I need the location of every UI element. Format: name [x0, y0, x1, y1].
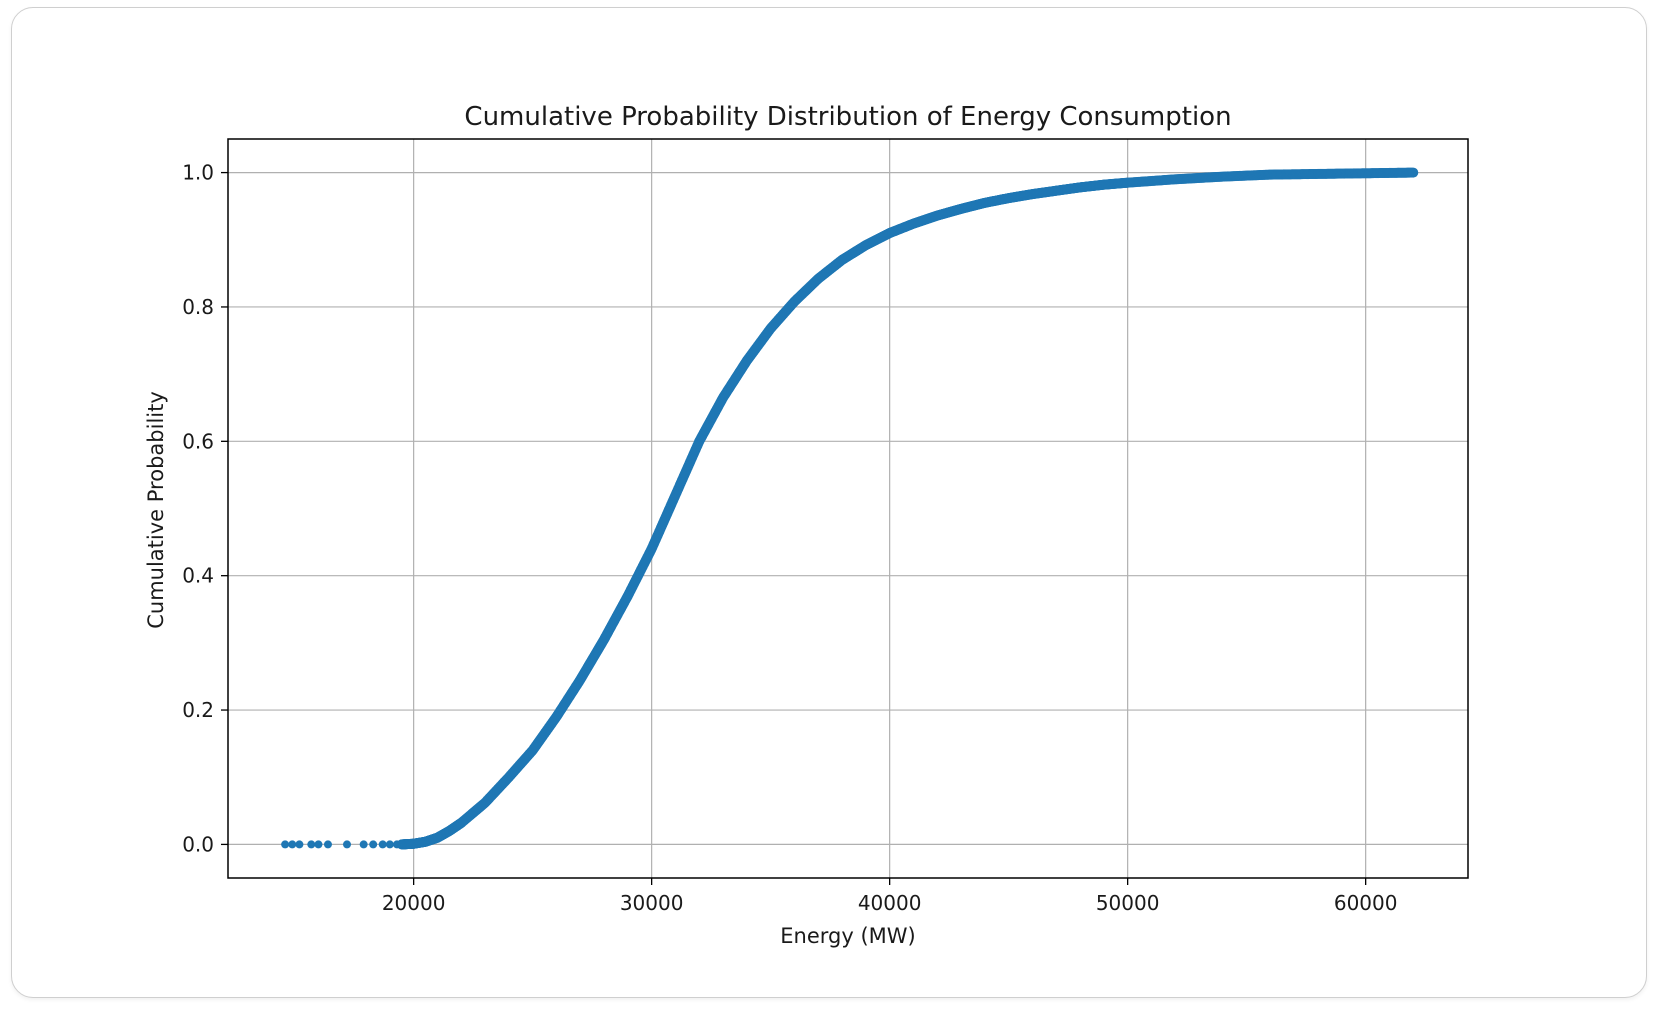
data-point	[288, 840, 297, 849]
data-point	[314, 840, 323, 849]
y-tick-label: 1.0	[182, 161, 214, 185]
data-point	[359, 840, 368, 849]
y-tick-label: 0.8	[182, 295, 214, 319]
y-tick-label: 0.0	[182, 832, 214, 856]
y-tick-label: 0.4	[182, 564, 214, 588]
x-axis-ticks: 20000 30000 40000 50000 60000	[382, 878, 1398, 915]
y-tick-label: 0.2	[182, 698, 214, 722]
y-tick-label: 0.6	[182, 429, 214, 453]
data-point	[307, 840, 316, 849]
data-point	[385, 840, 394, 849]
grid-lines	[228, 139, 1468, 878]
y-axis-label: Cumulative Probability	[144, 391, 168, 629]
x-axis-label: Energy (MW)	[780, 924, 915, 948]
data-point	[295, 840, 304, 849]
data-point	[323, 840, 332, 849]
plot-area-frame	[227, 138, 1469, 879]
x-tick-label: 30000	[620, 891, 684, 915]
x-tick-label: 60000	[1334, 891, 1398, 915]
data-point	[343, 840, 352, 849]
data-point	[281, 840, 290, 849]
x-tick-label: 40000	[858, 891, 922, 915]
data-point	[378, 840, 387, 849]
data-points	[281, 167, 1419, 850]
data-point	[369, 840, 378, 849]
chart-title: Cumulative Probability Distribution of E…	[464, 102, 1231, 132]
y-axis-ticks: 0.0 0.2 0.4 0.6 0.8 1.0	[182, 161, 228, 856]
data-point	[1408, 167, 1419, 178]
x-tick-label: 50000	[1096, 891, 1160, 915]
x-tick-label: 20000	[382, 891, 446, 915]
